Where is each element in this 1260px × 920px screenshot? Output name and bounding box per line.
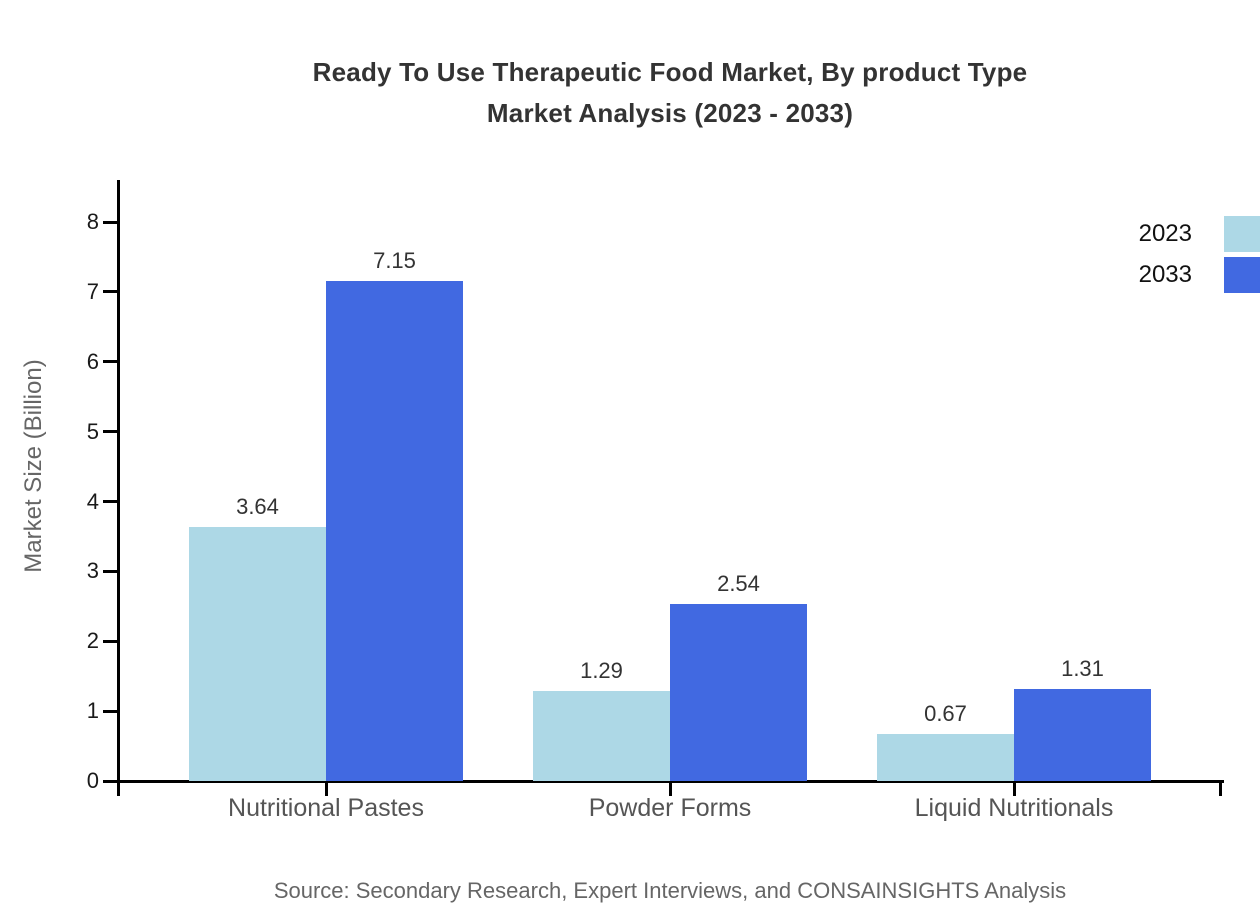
category-label-powder-forms: Powder Forms [588,794,752,822]
y-axis-tick-label: 3 [86,558,99,584]
y-axis-tick-label: 8 [86,209,99,234]
y-axis-tick [103,779,118,783]
legend-item-2033: 2033 [1139,257,1260,293]
bar-2023-nutritional-pastes [189,526,326,781]
y-axis-tick-label: 5 [86,418,99,444]
category-label-liquid-nutritionals: Liquid Nutritionals [914,794,1114,822]
value-label-2023-powder-forms: 1.29 [580,657,623,683]
legend: 2023 2033 [1139,216,1260,293]
legend-label-2033: 2033 [1138,261,1192,288]
bar-2033-powder-forms [670,603,807,781]
value-label-2033-nutritional-pastes: 7.15 [373,248,416,274]
bar-2033-liquid-nutritionals [1014,689,1151,781]
y-axis-tick [103,290,118,294]
y-axis-tick [103,639,118,643]
value-label-2023-nutritional-pastes: 3.64 [236,493,279,519]
legend-label-2023: 2023 [1138,220,1192,247]
y-axis-tick [103,360,118,364]
category-label-nutritional-pastes: Nutritional Pastes [228,794,424,822]
y-axis-tick [103,709,118,713]
y-axis-tick-label: 1 [86,698,99,724]
y-axis-tick [103,569,118,573]
bar-2023-liquid-nutritionals [877,734,1014,781]
y-axis-tick [103,430,118,434]
y-axis-line [116,180,120,796]
x-axis-tick-nutritional-pastes [324,781,328,796]
y-axis-tick-label: 6 [86,348,99,374]
y-axis-tick-label: 0 [86,768,99,793]
y-axis-tick-label: 2 [86,628,99,654]
x-axis-tick-powder-forms [668,781,672,796]
value-label-2023-liquid-nutritionals: 0.67 [924,701,967,727]
bar-2023-powder-forms [533,690,670,781]
x-axis-end-tick [1219,781,1222,796]
y-axis-tick-label: 4 [86,488,99,514]
x-axis-line [103,779,1224,783]
source-note: Source: Secondary Research, Expert Inter… [273,878,1067,903]
legend-swatch-2033 [1224,257,1260,293]
value-label-2033-powder-forms: 2.54 [717,570,760,596]
chart-title-line1: Ready To Use Therapeutic Food Market, By… [312,57,1028,87]
bar-2033-nutritional-pastes [326,281,463,781]
chart-title: Ready To Use Therapeutic Food Market, By… [118,52,1222,134]
chart-title-line2: Market Analysis (2023 - 2033) [486,98,854,128]
y-axis-tick-label: 7 [86,278,99,304]
x-axis-tick-liquid-nutritionals [1012,781,1016,796]
legend-item-2023: 2023 [1139,216,1260,252]
value-label-2033-liquid-nutritionals: 1.31 [1061,656,1104,682]
y-axis-tick [103,500,118,503]
y-axis-tick [103,220,118,224]
legend-swatch-2023 [1224,216,1260,252]
